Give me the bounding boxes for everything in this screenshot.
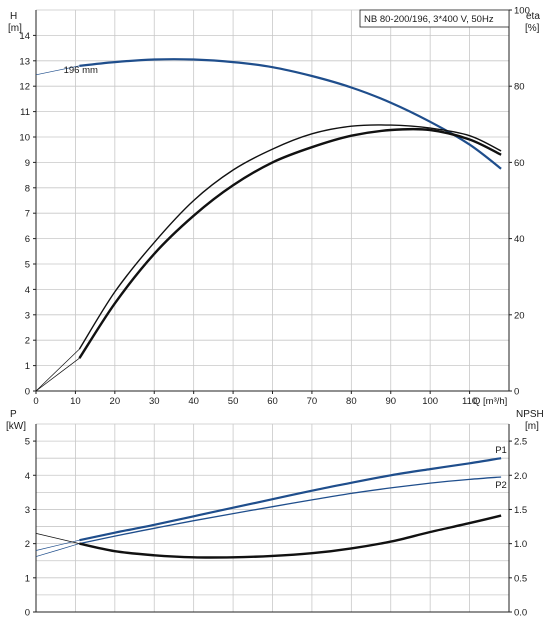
top-x-tick-label-4: 40 — [188, 396, 199, 407]
top-extrapolation-1 — [35, 357, 80, 392]
top-right-tick-label-3: 60 — [514, 158, 525, 169]
top-left-tick-label-11: 11 — [20, 107, 30, 118]
top-series-2 — [78, 124, 502, 350]
top-x-tick-label-3: 30 — [149, 396, 160, 407]
top-right-tick-label-5: 100 — [514, 6, 530, 17]
top-x-tick-label-1: 10 — [70, 396, 81, 407]
bottom-extrapolation-2 — [35, 533, 80, 544]
top-left-tick-label-7: 7 — [25, 209, 30, 220]
top-title-box — [359, 9, 510, 28]
top-left-tick-label-0: 0 — [25, 387, 30, 398]
bottom-series-1 — [79, 476, 502, 545]
bottom-right-tick-label-0: 0.0 — [514, 608, 527, 619]
top-right-axis-title: eta — [526, 11, 540, 22]
top-left-tick-label-1: 1 — [25, 361, 30, 372]
top-extrapolation-2 — [35, 348, 80, 392]
top-series-1 — [78, 127, 502, 359]
bottom-series-label-p2: P2 — [495, 480, 507, 491]
bottom-extrapolation-1 — [35, 539, 80, 551]
bottom-left-tick-label-5: 5 — [25, 437, 30, 448]
bottom-right-tick-label-2: 1.0 — [514, 539, 527, 550]
top-left-tick-label-13: 13 — [19, 56, 30, 67]
top-right-tick-label-0: 0 — [514, 387, 519, 398]
top-x-tick-label-0: 0 — [33, 396, 38, 407]
bottom-series-2 — [79, 514, 502, 559]
top-left-tick-label-10: 10 — [19, 133, 30, 144]
top-left-tick-label-9: 9 — [25, 158, 30, 169]
bottom-left-axis-title: P — [10, 409, 17, 420]
top-x-tick-label-2: 20 — [110, 396, 121, 407]
bottom-extrapolation-0 — [35, 543, 80, 557]
top-x-tick-label-5: 50 — [228, 396, 239, 407]
top-left-tick-label-12: 12 — [19, 82, 30, 93]
top-right-tick-label-2: 40 — [514, 234, 525, 245]
top-left-tick-label-2: 2 — [25, 336, 30, 347]
bottom-right-tick-label-5: 2.5 — [514, 437, 527, 448]
bottom-left-axis-unit: [kW] — [6, 421, 26, 432]
top-x-tick-label-6: 60 — [267, 396, 278, 407]
bottom-left-tick-label-4: 4 — [25, 471, 30, 482]
bottom-right-tick-label-4: 2.0 — [514, 471, 527, 482]
top-right-tick-label-4: 80 — [514, 82, 525, 93]
top-left-tick-label-4: 4 — [25, 285, 30, 296]
top-right-tick-label-1: 20 — [514, 310, 525, 321]
top-left-tick-label-14: 14 — [19, 31, 30, 42]
top-left-axis-unit: [m] — [8, 23, 22, 34]
bottom-right-axis-unit: [m] — [525, 421, 539, 432]
bottom-left-tick-label-2: 2 — [25, 539, 30, 550]
top-x-tick-label-10: 100 — [422, 396, 438, 407]
top-extrapolation-0 — [35, 65, 80, 76]
bottom-right-tick-label-1: 0.5 — [514, 573, 527, 584]
top-left-tick-label-8: 8 — [25, 183, 30, 194]
top-left-tick-label-5: 5 — [25, 260, 30, 271]
top-series-0 — [79, 58, 502, 170]
top-x-tick-label-9: 90 — [385, 396, 396, 407]
top-x-tick-label-11: 110 — [462, 396, 477, 407]
bottom-left-tick-label-0: 0 — [25, 608, 30, 619]
bottom-series-0 — [79, 457, 502, 542]
top-series-label-196mm: 196 mm — [64, 65, 98, 76]
bottom-right-axis-title: NPSH — [516, 409, 544, 420]
bottom-right-tick-label-3: 1.5 — [514, 505, 527, 516]
bottom-left-tick-label-3: 3 — [25, 505, 30, 516]
top-left-axis-title: H — [10, 11, 17, 22]
top-x-axis-unit: Q [m³/h] — [473, 396, 507, 407]
top-right-axis-unit: [%] — [525, 23, 540, 34]
top-left-tick-label-3: 3 — [25, 310, 30, 321]
bottom-series-label-p1: P1 — [495, 445, 507, 456]
top-x-tick-label-8: 80 — [346, 396, 357, 407]
top-x-tick-label-7: 70 — [307, 396, 318, 407]
bottom-left-tick-label-1: 1 — [25, 573, 30, 584]
top-chart-title: NB 80-200/196, 3*400 V, 50Hz — [364, 14, 494, 25]
top-left-tick-label-6: 6 — [25, 234, 30, 245]
